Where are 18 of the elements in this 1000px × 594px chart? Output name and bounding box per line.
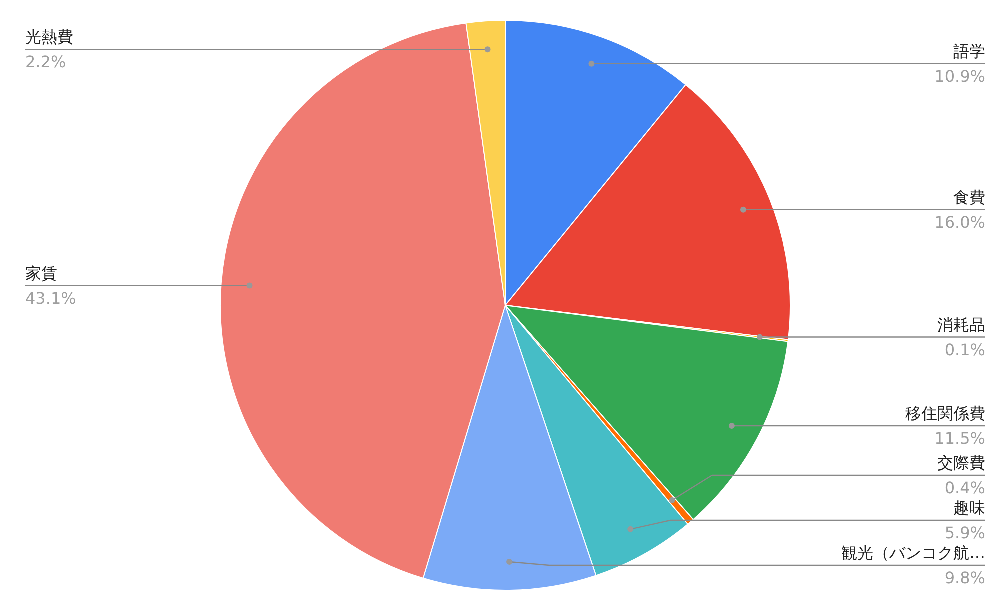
slice-label: 消耗品: [938, 315, 986, 334]
slice-label: 趣味: [954, 498, 986, 518]
slice-label: 観光（バンコク航…: [842, 544, 986, 562]
slice-label: 家賃: [26, 264, 58, 283]
data-label: 9.8%: [944, 568, 986, 588]
data-label: 5.9%: [944, 524, 986, 542]
data-label: 0.4%: [944, 478, 986, 498]
data-label: 11.5%: [934, 428, 986, 448]
data-label: 10.9%: [934, 66, 986, 86]
slice-label: 移住関係費: [906, 404, 986, 423]
data-label: 16.0%: [934, 212, 986, 232]
slice-label: 食費: [954, 188, 986, 207]
slice-label: 語学: [954, 42, 986, 61]
data-label: 43.1%: [26, 288, 76, 308]
data-label: 0.1%: [944, 340, 986, 360]
slice-label: 光熱費: [26, 28, 74, 47]
data-label: 2.2%: [26, 52, 66, 72]
slice-label: 交際費: [938, 454, 986, 472]
